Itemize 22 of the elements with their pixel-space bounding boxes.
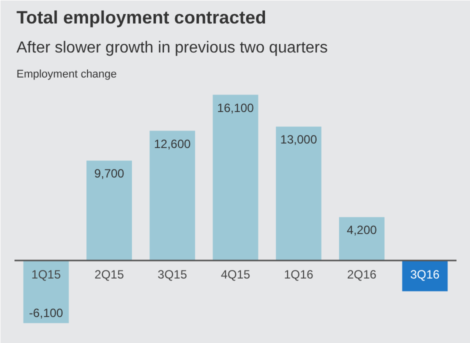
x-tick-label: 4Q15 xyxy=(220,267,251,282)
bar xyxy=(212,94,258,260)
x-tick-label: 3Q16 xyxy=(410,267,440,282)
x-tick-label: 3Q15 xyxy=(158,267,188,282)
data-label: 16,100 xyxy=(217,100,254,115)
bar xyxy=(150,130,196,260)
bar xyxy=(276,126,322,260)
x-tick-label: 2Q16 xyxy=(347,267,377,282)
x-tick-label: 1Q15 xyxy=(31,267,62,282)
bar xyxy=(23,260,69,324)
data-label: 9,700 xyxy=(94,166,125,181)
y-axis-title: Employment change xyxy=(16,68,117,80)
data-label: 12,600 xyxy=(154,136,192,151)
data-label: 4,200 xyxy=(346,223,378,238)
data-label: -6,100 xyxy=(29,306,64,320)
bar xyxy=(86,160,132,260)
chart-title: Total employment contracted xyxy=(16,8,266,28)
bar xyxy=(339,217,385,260)
chart-subtitle: After slower growth in previous two quarters xyxy=(16,40,328,56)
data-label: 13,000 xyxy=(280,132,318,147)
x-tick-label: 2Q15 xyxy=(94,267,124,282)
x-tick-label: 1Q16 xyxy=(284,267,314,282)
